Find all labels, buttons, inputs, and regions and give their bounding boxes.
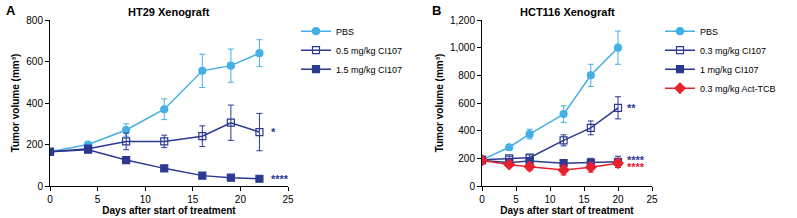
- svg-text:PBS: PBS: [700, 27, 718, 37]
- svg-text:0.5 mg/kg CI107: 0.5 mg/kg CI107: [336, 46, 402, 56]
- svg-text:1,200: 1,200: [450, 15, 475, 26]
- svg-text:****: ****: [271, 173, 289, 185]
- svg-text:*: *: [271, 126, 276, 138]
- svg-text:****: ****: [627, 161, 645, 173]
- svg-text:0: 0: [37, 181, 43, 192]
- svg-text:15: 15: [187, 194, 199, 205]
- svg-text:0: 0: [469, 181, 475, 192]
- svg-text:5: 5: [513, 194, 519, 205]
- svg-text:15: 15: [578, 194, 590, 205]
- svg-text:800: 800: [26, 15, 43, 26]
- svg-text:0.3 mg/kg CI107: 0.3 mg/kg CI107: [700, 46, 766, 56]
- svg-text:1.5 mg/kg CI107: 1.5 mg/kg CI107: [336, 65, 402, 75]
- svg-text:0: 0: [47, 194, 53, 205]
- svg-text:10: 10: [544, 194, 556, 205]
- svg-text:1,000: 1,000: [450, 42, 475, 53]
- svg-text:Days after start of treatment: Days after start of treatment: [102, 205, 236, 216]
- svg-text:20: 20: [235, 194, 247, 205]
- svg-text:0.3 mg/kg Act-TCB: 0.3 mg/kg Act-TCB: [700, 84, 776, 94]
- svg-text:A: A: [6, 3, 16, 18]
- svg-text:400: 400: [26, 98, 43, 109]
- svg-text:HT29 Xenograft: HT29 Xenograft: [128, 6, 210, 18]
- svg-text:Tumor volume (mm³): Tumor volume (mm³): [434, 54, 445, 153]
- svg-text:0: 0: [479, 194, 485, 205]
- svg-text:Tumor volume (mm³): Tumor volume (mm³): [10, 54, 21, 153]
- svg-text:800: 800: [458, 70, 475, 81]
- svg-text:1 mg/kg CI107: 1 mg/kg CI107: [700, 65, 759, 75]
- svg-text:25: 25: [282, 194, 294, 205]
- svg-text:10: 10: [140, 194, 152, 205]
- svg-text:B: B: [432, 3, 441, 18]
- svg-text:PBS: PBS: [336, 27, 354, 37]
- svg-text:600: 600: [26, 56, 43, 67]
- svg-text:HCT116 Xenograft: HCT116 Xenograft: [520, 6, 615, 18]
- svg-text:20: 20: [612, 194, 624, 205]
- svg-text:600: 600: [458, 98, 475, 109]
- svg-text:200: 200: [458, 153, 475, 164]
- svg-text:Days after start of treatment: Days after start of treatment: [500, 205, 634, 216]
- svg-text:400: 400: [458, 125, 475, 136]
- svg-text:200: 200: [26, 139, 43, 150]
- svg-text:**: **: [627, 102, 636, 114]
- svg-text:5: 5: [95, 194, 101, 205]
- svg-text:****: ****: [627, 154, 645, 166]
- svg-text:25: 25: [646, 194, 658, 205]
